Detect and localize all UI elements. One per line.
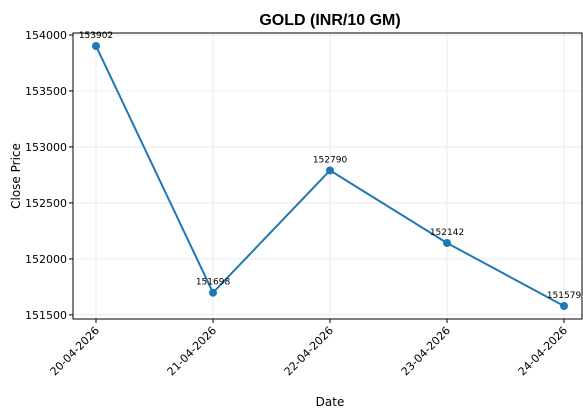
x-tick-label: 24-04-2026 (516, 324, 570, 378)
data-label: 151698 (196, 278, 231, 288)
point (560, 302, 568, 311)
point (92, 41, 100, 50)
x-tick-label: 23-04-2026 (399, 324, 453, 378)
data-label: 153902 (79, 31, 113, 41)
plot-frame (72, 32, 583, 320)
y-tick-label: 153500 (25, 85, 67, 98)
y-axis-label: Close Price (9, 143, 23, 209)
data-label: 152142 (430, 228, 464, 238)
point (209, 288, 217, 297)
x-tick-label: 22-04-2026 (282, 324, 336, 378)
data-label: 151579 (547, 291, 582, 301)
y-tick-label: 153000 (25, 141, 67, 154)
x-tick-label: 21-04-2026 (165, 324, 219, 378)
point (326, 166, 334, 175)
data-label: 152790 (313, 155, 348, 165)
x-tick-label: 20-04-2026 (48, 324, 102, 378)
y-tick-label: 152000 (25, 253, 67, 266)
y-tick-label: 151500 (25, 309, 67, 322)
point (443, 238, 451, 247)
chart-title: GOLD (INR/10 GM) (259, 12, 400, 29)
y-tick-label: 152500 (25, 197, 67, 210)
y-tick-label: 154000 (25, 29, 67, 42)
x-axis-label: Date (316, 395, 345, 409)
